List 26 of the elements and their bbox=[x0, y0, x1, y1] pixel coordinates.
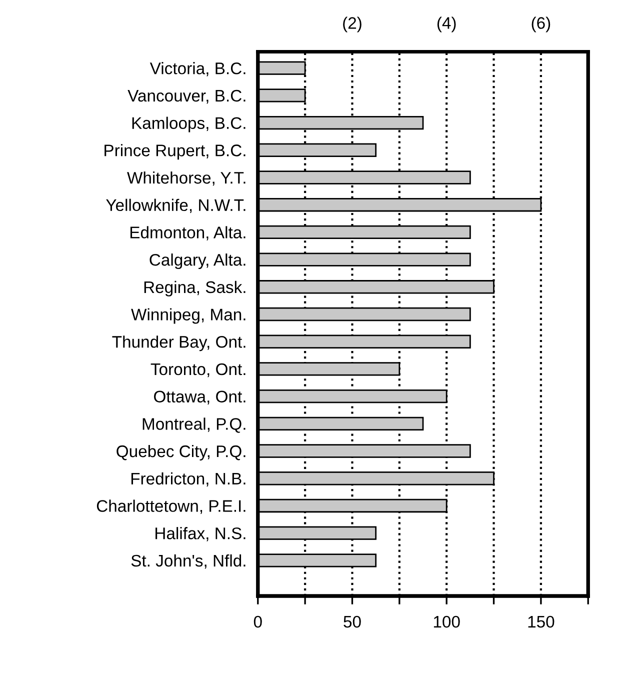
y-tick-label: Quebec City, P.Q. bbox=[116, 444, 246, 461]
y-tick-label: Charlottetown, P.E.I. bbox=[96, 500, 246, 514]
y-tick-label: St. John's, Nfld. bbox=[131, 554, 246, 569]
y-tick-label: Edmonton, Alta. bbox=[130, 226, 246, 240]
y-tick-label: Yellowknife, N.W.T. bbox=[106, 198, 246, 214]
x-tick-label: 150 bbox=[528, 616, 554, 628]
y-tick-label: Regina, Sask. bbox=[144, 280, 246, 296]
x2-tick-label: (4) bbox=[437, 16, 456, 32]
y-tick-label: Ottawa, Ont. bbox=[154, 390, 246, 404]
y-tick-label: Toronto, Ont. bbox=[150, 363, 246, 378]
y-tick-label: Vancouver, B.C. bbox=[128, 90, 246, 104]
y-tick-label: Winnipeg, Man. bbox=[131, 308, 246, 324]
y-tick-label: Victoria, B.C. bbox=[150, 62, 246, 76]
y-tick-label: Whitehorse, Y.T. bbox=[127, 171, 246, 186]
x-tick-label: 0 bbox=[254, 616, 262, 628]
x2-tick-label: (2) bbox=[343, 16, 362, 32]
y-tick-label: Prince Rupert, B.C. bbox=[104, 144, 246, 160]
y-tick-label: Calgary, Alta. bbox=[150, 254, 246, 270]
x-tick-label: 50 bbox=[344, 616, 361, 628]
y-tick-label: Kamloops, B.C. bbox=[132, 116, 246, 132]
x-tick-label: 100 bbox=[434, 616, 460, 628]
y-tick-label: Montreal, P.Q. bbox=[142, 418, 246, 433]
y-tick-label: Halifax, N.S. bbox=[156, 527, 246, 542]
x2-tick-label: (6) bbox=[532, 16, 550, 32]
y-tick-label: Fredricton, N.B. bbox=[131, 472, 246, 487]
y-tick-label: Thunder Bay, Ont. bbox=[112, 336, 246, 352]
